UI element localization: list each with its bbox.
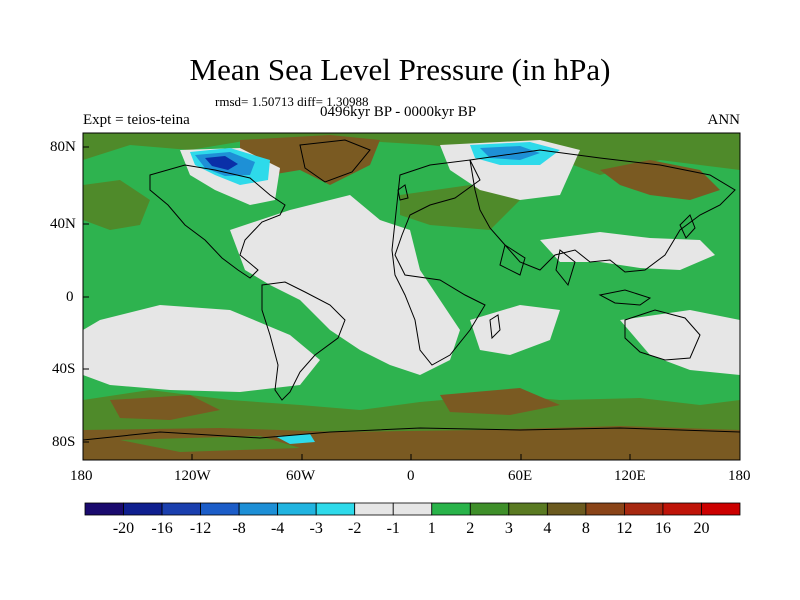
coastlines <box>83 139 740 441</box>
colorbar <box>84 502 741 516</box>
colorbar-swatch <box>431 502 471 516</box>
field-brown-siberia <box>600 160 720 200</box>
field-gray-australia <box>620 310 740 375</box>
colorbar-tick-label: -3 <box>309 520 323 537</box>
field-olive-europe <box>400 185 520 230</box>
colorbar-tick-label: -20 <box>112 520 135 537</box>
lon-tick-label: 120E <box>614 468 646 484</box>
colorbar-swatch <box>84 502 124 516</box>
colorbar-tick-label: -2 <box>348 520 362 537</box>
field-olive-pacific-nw <box>83 180 150 230</box>
lat-tick-label: 0 <box>66 289 74 305</box>
colorbar-tick-label: 4 <box>543 520 552 537</box>
field-gray-indian <box>470 305 560 355</box>
lat-tick-label: 80S <box>52 434 76 450</box>
colorbar-swatch <box>662 502 702 516</box>
lat-tick-label: 80N <box>50 139 76 155</box>
field-brown-south-1 <box>110 395 220 420</box>
colorbar-tick-label: 20 <box>693 520 710 537</box>
colorbar-tick-label: 3 <box>504 520 513 537</box>
colorbar-tick-label: 2 <box>466 520 475 537</box>
colorbar-swatch <box>624 502 664 516</box>
colorbar-swatch <box>701 502 741 516</box>
colorbar-swatch <box>315 502 356 516</box>
lon-tick-label: 0 <box>407 468 415 484</box>
field-gray-asia <box>540 232 715 270</box>
colorbar-tick-label: 12 <box>616 520 633 537</box>
colorbar-swatch <box>508 502 548 516</box>
experiment-label: Expt = teios-teina <box>83 112 190 128</box>
page-title: Mean Sea Level Pressure (in hPa) <box>189 52 611 87</box>
colorbar-swatch <box>392 502 433 516</box>
colorbar-tick-label: -1 <box>386 520 400 537</box>
lon-tick-label: 180 <box>728 468 751 484</box>
colorbar-swatch <box>277 502 317 516</box>
lat-tick-label: 40N <box>50 216 76 232</box>
field-brown-antarctic <box>83 426 740 460</box>
lon-tick-label: 60E <box>508 468 533 484</box>
colorbar-swatch <box>354 502 394 516</box>
colorbar-tick-label: 1 <box>427 520 436 537</box>
colorbar-swatch <box>585 502 625 516</box>
colorbar-tick-label: 8 <box>581 520 590 537</box>
colorbar-tick-label: -16 <box>151 520 173 537</box>
field-gray-south-pacific <box>83 305 320 392</box>
field-olive-north <box>83 133 740 175</box>
colorbar-swatch <box>123 502 163 516</box>
field-darkblue-canada <box>205 156 238 170</box>
field-gray-atlantic <box>230 195 460 375</box>
field-cyan-antarctic <box>275 434 315 444</box>
period-text: 0496kyr BP - 0000kyr BP <box>320 104 477 120</box>
season-label: ANN <box>707 112 741 128</box>
lon-tick-label: 60W <box>286 468 316 484</box>
field-olive-antarctic-1 <box>120 436 300 452</box>
lat-tick-label: 40S <box>52 361 76 377</box>
colorbar-swatch <box>238 502 279 516</box>
colorbar-tick-label: 16 <box>654 520 671 537</box>
colorbar-swatch <box>546 502 587 516</box>
lon-tick-label: 180 <box>70 468 93 484</box>
stats-text: rmsd= 1.50713 diff= 1.30988 <box>215 94 369 109</box>
colorbar-swatch <box>200 502 240 516</box>
colorbar-tick-label: -12 <box>189 520 212 537</box>
colorbar-tick-label: -8 <box>232 520 246 537</box>
tick-marks <box>83 146 631 460</box>
colorbar-swatch <box>161 502 201 516</box>
colorbar-swatch <box>469 502 510 516</box>
colorbar-tick-label: -4 <box>270 520 285 537</box>
map-field <box>83 133 740 460</box>
lon-tick-label: 120W <box>174 468 211 484</box>
field-brown-south-2 <box>440 388 560 415</box>
